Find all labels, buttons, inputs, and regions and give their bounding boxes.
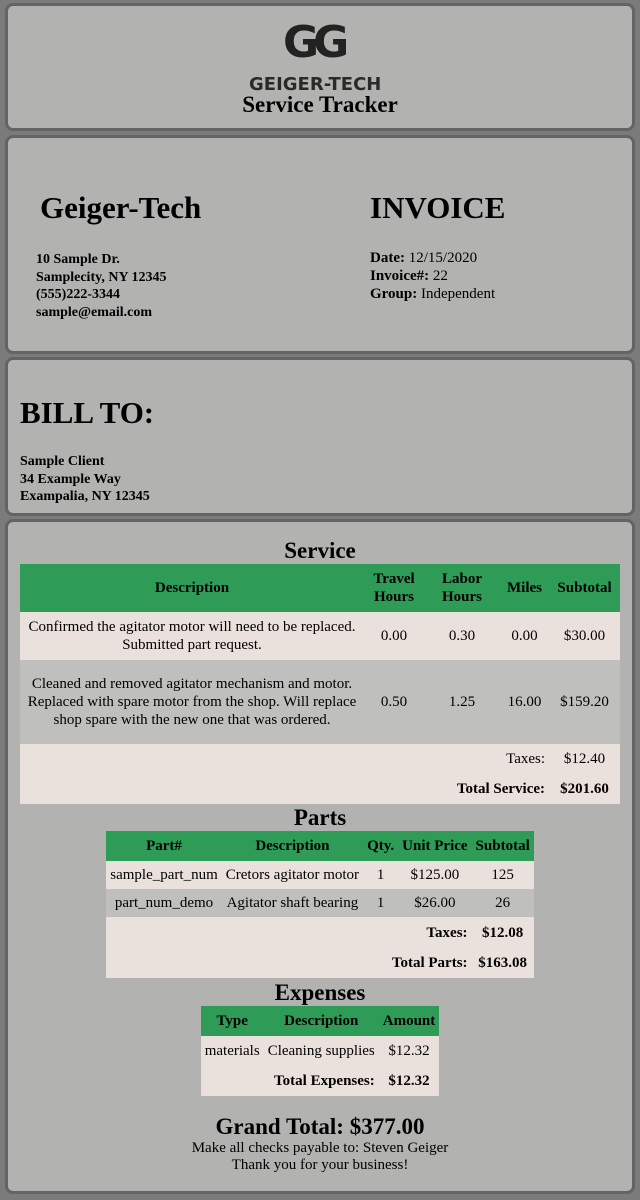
header-panel: GG GEIGER-TECH Service Tracker [5,3,635,131]
invoice-group: Independent [420,286,496,302]
thank-you: Thank you for your business! [231,1157,409,1173]
parts-title: Parts [293,805,347,830]
invoice-meta: Date: 12/15/2020 Invoice#: 22 Group: Ind… [370,250,496,302]
app-title: Service Tracker [242,92,398,117]
company-name: Geiger-Tech [40,190,202,225]
checks-payable: Make all checks payable to: Steven Geige… [191,1140,449,1156]
table-row: Confirmed the agitator motor will need t… [20,612,620,660]
service-title: Service [284,538,356,563]
bill-to-title: BILL TO: [20,395,155,430]
company-address: 10 Sample Dr. Samplecity, NY 12345 (555)… [36,252,167,320]
company-panel: Geiger-Tech 10 Sample Dr. Samplecity, NY… [5,135,635,354]
invoice-date: 12/15/2020 [408,250,478,266]
parts-table: Part# Description Qty. Unit Price Subtotal s… [106,831,534,978]
invoice-number: 22 [432,268,448,284]
invoice-title: INVOICE [370,190,506,225]
expenses-table: Type Description Amount materials Cleaning … [200,1006,440,1096]
details-panel: Service Description Travel Hours Labor H… [5,519,635,1194]
logo-text: GEIGER-TECH [249,74,382,95]
table-row: materials Cleaning supplies $12.32 [200,1036,440,1066]
grand-total: Grand Total: $377.00 [215,1114,425,1139]
geiger-tech-logo: GG GEIGER-TECH [249,17,382,96]
service-total: $201.60 [549,774,620,804]
bill-to-panel: BILL TO: Sample Client 34 Example Way Ex… [5,357,635,516]
table-row: Cleaned and removed agitator mechanism a… [20,660,620,744]
expenses-title: Expenses [274,980,366,1005]
table-row: sample_part_num Cretors agitator motor 1 $1… [106,861,534,889]
parts-total: $163.08 [471,948,534,978]
client-address: Sample Client 34 Example Way Exampalia, … [20,454,150,504]
expenses-total: $12.32 [378,1066,440,1096]
service-table: Description Travel Hours Labor Hours Mil… [20,564,620,804]
table-row: part_num_demo Agitator shaft bearing 1 $26.… [106,889,534,917]
